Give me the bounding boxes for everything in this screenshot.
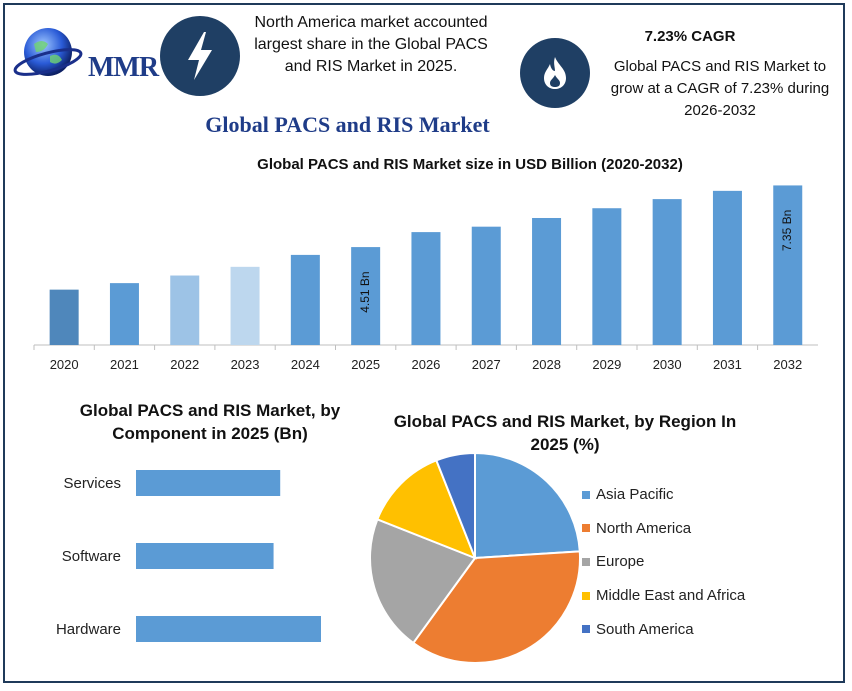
bar-2031 xyxy=(712,190,742,345)
category-label-software: Software xyxy=(62,548,121,565)
x-tick-label-2021: 2021 xyxy=(110,357,139,372)
logo-text: MMR xyxy=(88,52,159,83)
region-legend: Asia Pacific North America Europe Middle Ea… xyxy=(582,478,745,646)
legend-label: South America xyxy=(596,620,694,638)
cagr-title: 7.23% CAGR xyxy=(644,28,736,45)
legend-item-north-america: North America xyxy=(582,512,745,546)
bar-2020 xyxy=(49,289,79,345)
bar-2028 xyxy=(532,217,562,345)
page-title: Global PACS and RIS Market xyxy=(205,112,490,137)
x-tick-label-2024: 2024 xyxy=(291,357,320,372)
legend-item-asia-pacific: Asia Pacific xyxy=(582,478,745,512)
bar-2026 xyxy=(411,232,441,345)
legend-label: Asia Pacific xyxy=(596,486,674,504)
legend-swatch xyxy=(582,557,590,566)
hbar-hardware xyxy=(136,616,321,642)
mmr-logo: MMR xyxy=(12,22,159,88)
component-bar-chart: Services Software Hardware xyxy=(56,470,321,642)
legend-swatch xyxy=(582,524,590,533)
x-tick-label-2030: 2030 xyxy=(653,357,682,372)
x-tick-label-2028: 2028 xyxy=(532,357,561,372)
pie-slice-south-america xyxy=(435,451,476,559)
pie-slice-europe xyxy=(369,518,477,645)
bar-2022 xyxy=(170,275,200,345)
bar-2032 xyxy=(773,185,803,345)
legend-label: Middle East and Africa xyxy=(596,587,746,605)
pie-slice-north-america xyxy=(411,550,581,664)
component-chart-title: Global PACS and RIS Market, by Component… xyxy=(79,401,341,443)
pie-slice-asia-pacific xyxy=(474,451,581,560)
x-tick-label-2032: 2032 xyxy=(773,357,802,372)
category-label-services: Services xyxy=(63,475,121,492)
x-tick-label-2026: 2026 xyxy=(411,357,440,372)
bar-2029 xyxy=(592,208,622,345)
legend-label: North America xyxy=(596,519,692,537)
lightning-bolt-icon xyxy=(160,16,240,96)
bar-2030 xyxy=(652,199,682,345)
category-label-hardware: Hardware xyxy=(56,621,121,638)
bar-2023 xyxy=(230,266,260,345)
legend-label: Europe xyxy=(596,553,645,571)
globe-icon xyxy=(13,28,83,76)
hbar-services xyxy=(136,470,281,496)
bar-chart-title: Global PACS and RIS Market size in USD B… xyxy=(257,156,683,173)
data-label-2025: 4.51 Bn xyxy=(358,271,372,312)
x-tick-label-2022: 2022 xyxy=(170,357,199,372)
x-tick-label-2027: 2027 xyxy=(472,357,501,372)
data-label-2032: 7.35 Bn xyxy=(780,210,794,251)
market-size-bar-chart: 2020 2021 2022 2023 2024 2025 2026 2027 2028 2029… xyxy=(33,185,818,372)
bar-2021 xyxy=(109,283,139,345)
x-tick-label-2031: 2031 xyxy=(713,357,742,372)
legend-swatch xyxy=(582,625,590,634)
cagr-description: Global PACS and RIS Market to grow at a … xyxy=(610,58,830,119)
flame-icon xyxy=(520,38,590,108)
legend-item-south-america: South America xyxy=(582,612,745,646)
legend-swatch xyxy=(582,490,590,499)
infographic-frame xyxy=(3,3,845,683)
bar-2027 xyxy=(471,226,501,345)
region-pie-chart xyxy=(369,451,581,664)
bar-2024 xyxy=(290,254,320,345)
pie-slice-middle-east-and-africa xyxy=(376,459,477,560)
x-tick-label-2029: 2029 xyxy=(592,357,621,372)
x-tick-label-2023: 2023 xyxy=(231,357,260,372)
legend-item-europe: Europe xyxy=(582,545,745,579)
x-tick-label-2020: 2020 xyxy=(50,357,79,372)
region-chart-title: Global PACS and RIS Market, by Region In… xyxy=(393,412,737,454)
hbar-software xyxy=(136,543,274,569)
bar-2025 xyxy=(351,247,381,345)
x-tick-label-2025: 2025 xyxy=(351,357,380,372)
legend-item-middle-east-and-africa: Middle East and Africa xyxy=(582,579,745,613)
legend-swatch xyxy=(582,591,590,600)
north-america-share-note: North America market accounted largest s… xyxy=(254,14,488,75)
